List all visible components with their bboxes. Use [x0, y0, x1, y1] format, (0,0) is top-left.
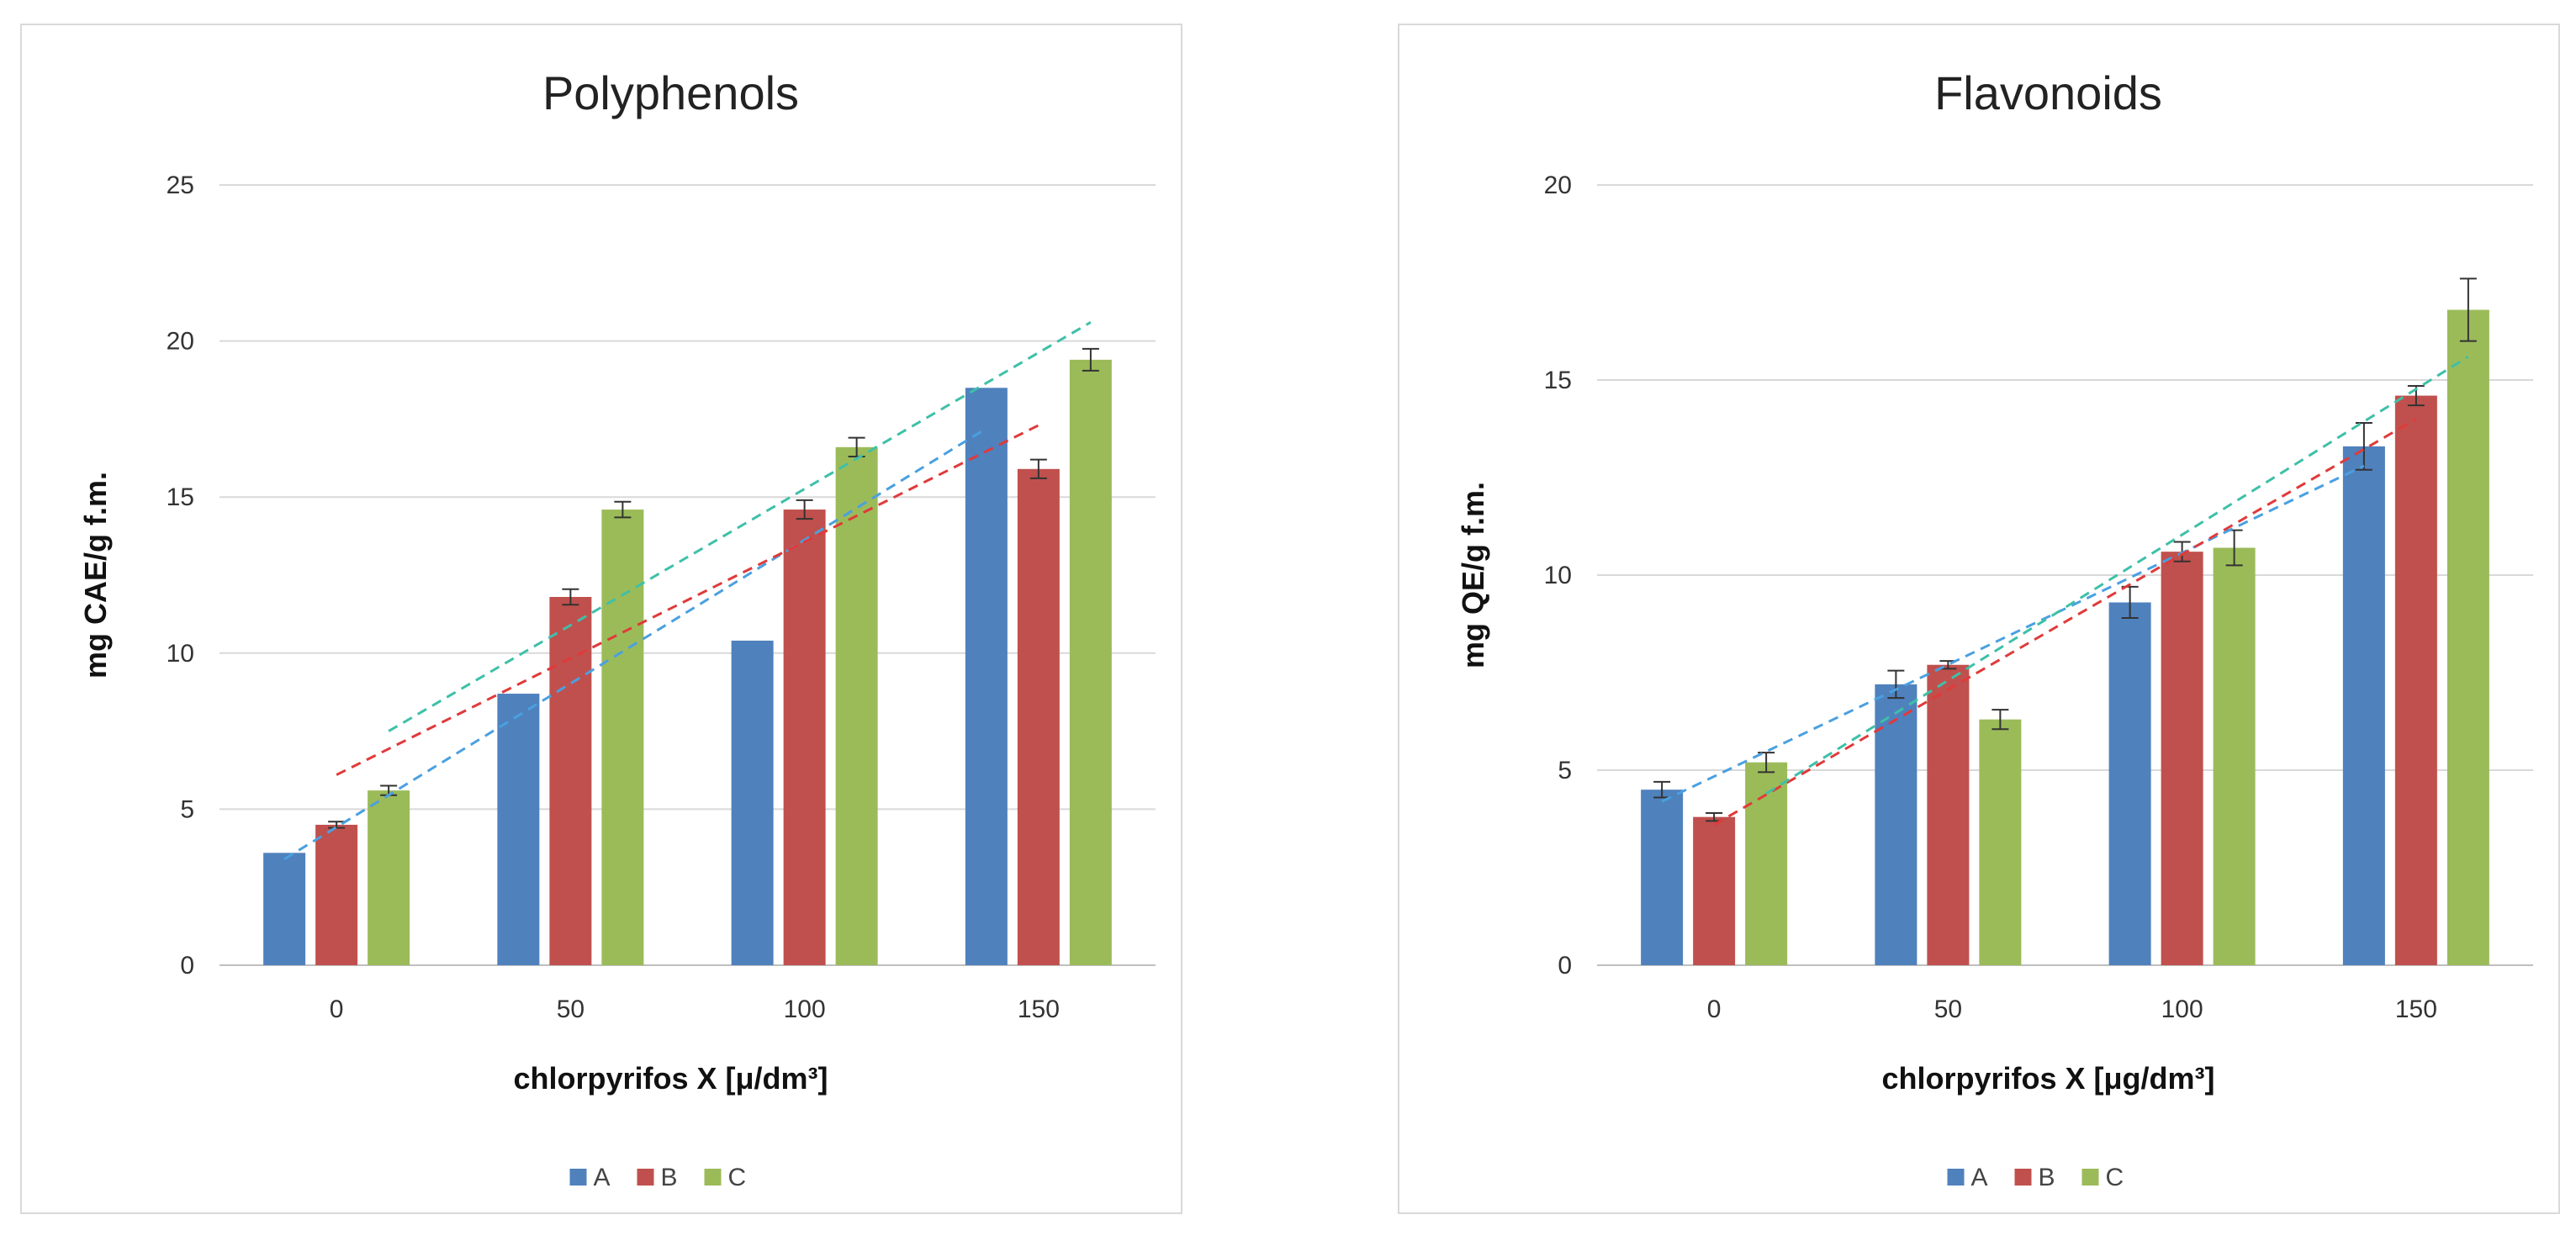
x-axis-title: chlorpyrifos X [μg/dm³] — [1881, 1061, 2214, 1096]
error-bar — [796, 499, 813, 520]
legend-swatch-a — [1947, 1169, 1965, 1186]
bar-c — [1069, 359, 1112, 965]
bar-a — [263, 853, 306, 965]
legend-swatch-b — [2014, 1169, 2032, 1186]
error-bar — [2459, 277, 2477, 342]
bar-c — [368, 790, 410, 965]
bar-b — [783, 510, 826, 965]
trendline-b — [336, 424, 1039, 776]
bar-c — [601, 510, 644, 965]
error-bar — [1029, 458, 1047, 479]
trendline-a — [1661, 464, 2365, 803]
chart-title: Flavonoids — [1934, 66, 2162, 119]
error-bar — [328, 821, 346, 829]
legend-label-c: C — [2106, 1164, 2124, 1191]
x-tick-label: 50 — [1934, 995, 1962, 1023]
legend-swatch-c — [704, 1169, 722, 1186]
trendline-a — [283, 427, 987, 861]
bar-b — [1693, 816, 1736, 965]
x-tick-label: 100 — [784, 995, 826, 1023]
bar-c — [835, 446, 878, 965]
bar-a — [731, 640, 774, 965]
bar-a — [497, 694, 540, 965]
x-tick-label: 150 — [1018, 995, 1060, 1023]
y-tick-label: 20 — [1544, 172, 1572, 199]
y-axis-title: mg CAE/g f.m. — [78, 472, 113, 679]
bar-a — [2342, 446, 2385, 965]
legend-swatch-b — [637, 1169, 654, 1186]
y-tick-label: 20 — [167, 328, 194, 356]
trendline-c — [1765, 355, 2469, 795]
trendline-b — [1713, 418, 2417, 826]
y-tick-label: 5 — [1558, 757, 1572, 784]
y-tick-label: 0 — [1558, 952, 1572, 980]
chart-panel-polyphenols: Polyphenols 0 5 10 15 20 25 0 50 100 150 chlorpyrif… — [20, 24, 1182, 1214]
legend-label-c: C — [728, 1164, 747, 1191]
legend-label-b: B — [661, 1164, 678, 1191]
bar-a — [965, 388, 1008, 965]
chart-panel-flavonoids: Flavonoids 0 5 10 15 20 0 50 100 150 chlorpyrifos … — [1398, 24, 2560, 1214]
bar-b — [1927, 664, 1970, 965]
bar-b — [2161, 552, 2203, 965]
bar-c — [2213, 547, 2256, 965]
bar-a — [2108, 602, 2151, 965]
legend-label-a: A — [1971, 1164, 1988, 1191]
bar-a — [1641, 789, 1684, 965]
bar-c — [2446, 309, 2489, 966]
flavonoids-chart: Flavonoids 0 5 10 15 20 0 50 100 150 chlorpyrifos … — [1456, 66, 2533, 1191]
x-tick-label: 100 — [2161, 995, 2203, 1023]
y-tick-label: 15 — [167, 483, 194, 511]
x-axis-title: chlorpyrifos X [μ/dm³] — [513, 1061, 828, 1096]
trendline-c — [388, 321, 1092, 732]
legend-swatch-a — [569, 1169, 587, 1186]
x-tick-label: 0 — [1707, 995, 1722, 1023]
error-bar — [1082, 347, 1099, 372]
bar-c — [1979, 719, 2022, 965]
bar-b — [1017, 468, 1060, 965]
error-bar — [562, 588, 579, 606]
bar-b — [2394, 395, 2437, 965]
legend-label-a: A — [594, 1164, 611, 1191]
y-tick-label: 10 — [167, 640, 194, 668]
error-bar — [1758, 752, 1775, 774]
error-bar — [1992, 709, 2009, 731]
y-tick-label: 25 — [167, 172, 194, 199]
bar-a — [1875, 684, 1917, 965]
legend-label-b: B — [2039, 1164, 2055, 1191]
chart-title: Polyphenols — [542, 66, 799, 119]
y-axis-title: mg QE/g f.m. — [1456, 482, 1490, 668]
legend-swatch-c — [2081, 1169, 2099, 1186]
x-tick-label: 0 — [330, 995, 344, 1023]
bar-c — [1745, 762, 1788, 965]
x-tick-label: 50 — [557, 995, 584, 1023]
error-bar — [1887, 669, 1905, 700]
polyphenols-chart: Polyphenols 0 5 10 15 20 25 0 50 100 150 chlorpyrif… — [78, 66, 1156, 1191]
error-bar — [2355, 422, 2372, 471]
bar-b — [315, 824, 358, 965]
x-tick-label: 150 — [2395, 995, 2437, 1023]
y-tick-label: 5 — [180, 795, 194, 823]
y-tick-label: 0 — [180, 952, 194, 980]
error-bar — [614, 500, 632, 519]
y-tick-label: 10 — [1544, 562, 1572, 589]
y-tick-label: 15 — [1544, 367, 1572, 394]
